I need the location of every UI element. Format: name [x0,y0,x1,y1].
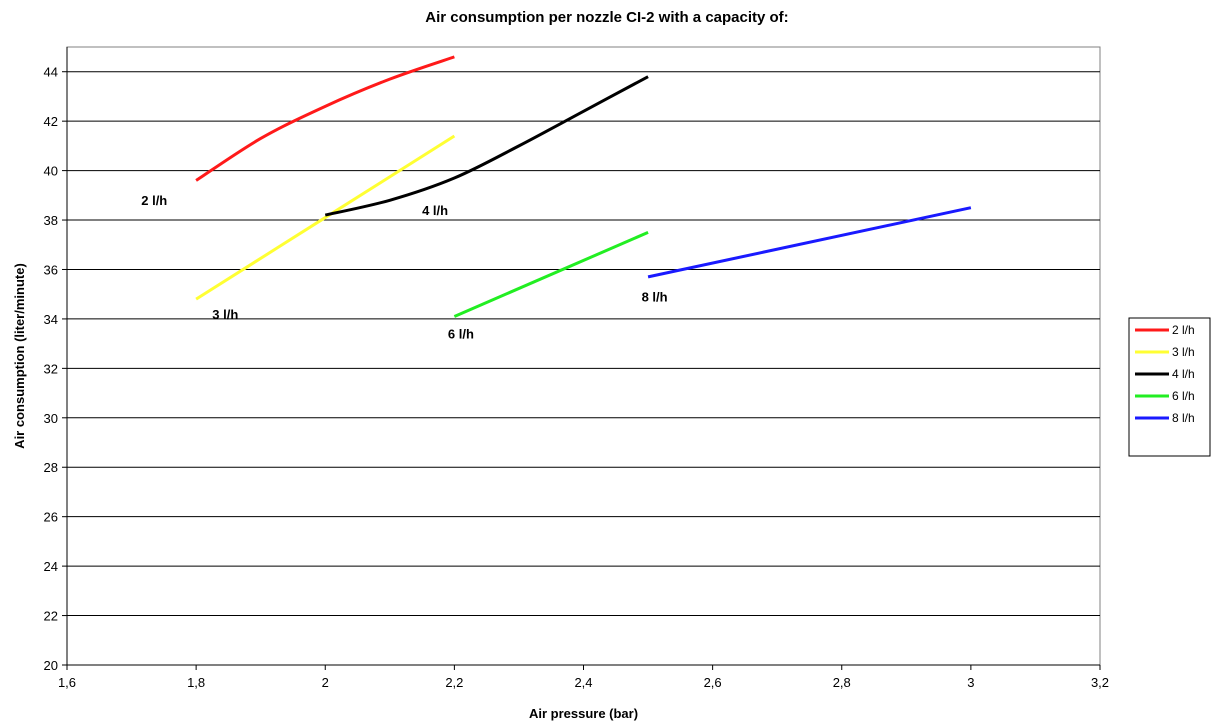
y-tick-label: 42 [44,114,58,129]
legend-entry-label: 4 l/h [1172,367,1195,381]
series-line-6lh [453,231,649,318]
y-axis-ticks: 20 22 24 26 28 30 32 34 36 38 40 42 44 [44,47,68,673]
y-tick-label: 26 [44,510,58,525]
x-tick-label: 2,4 [574,675,592,690]
grid-lines [67,71,1100,617]
series-annotation: 3 l/h [212,307,238,322]
series-annotation: 6 l/h [448,327,474,342]
series-line-8lh [647,206,972,279]
x-axis-ticks: 1,6 1,8 2 2,2 2,4 2,6 2,8 3 3,2 [58,664,1109,690]
y-tick-label: 22 [44,609,58,624]
y-tick-label: 44 [44,65,58,80]
plot-area [66,46,1101,666]
legend-entry-label: 3 l/h [1172,345,1195,359]
series-line-3lh [195,134,456,301]
x-tick-label: 3 [967,675,974,690]
series-annotation: 4 l/h [422,203,448,218]
y-tick-label: 36 [44,262,58,277]
series-annotation: 2 l/h [141,193,167,208]
x-tick-label: 3,2 [1091,675,1109,690]
x-axis-label: Air pressure (bar) [529,706,638,721]
x-tick-label: 2,8 [833,675,851,690]
y-tick-label: 32 [44,361,58,376]
y-tick-label: 34 [44,312,58,327]
legend-entry-label: 6 l/h [1172,389,1195,403]
chart-title: Air consumption per nozzle CI-2 with a c… [425,9,788,26]
series-lines [195,55,972,318]
series-line-2lh [195,55,455,182]
y-tick-label: 40 [44,164,58,179]
y-tick-label: 30 [44,411,58,426]
x-tick-label: 1,8 [187,675,205,690]
y-tick-label: 38 [44,213,58,228]
x-tick-label: 1,6 [58,675,76,690]
y-tick-label: 20 [44,658,58,673]
series-line-4lh [324,75,649,217]
legend-box [1128,317,1211,457]
x-tick-label: 2,6 [704,675,722,690]
y-tick-label: 24 [44,559,58,574]
legend-entry-label: 2 l/h [1172,323,1195,337]
y-axis-label: Air consumption (liter/minute) [12,263,27,449]
x-tick-label: 2,2 [445,675,463,690]
legend-entry-label: 8 l/h [1172,411,1195,425]
series-annotation: 8 l/h [642,290,668,305]
x-tick-label: 2 [322,675,329,690]
series-labels: 2 l/h 3 l/h 4 l/h 6 l/h 8 l/h [141,193,667,341]
legend: 2 l/h 3 l/h 4 l/h 6 l/h 8 l/h [1128,317,1211,457]
y-tick-label: 28 [44,460,58,475]
